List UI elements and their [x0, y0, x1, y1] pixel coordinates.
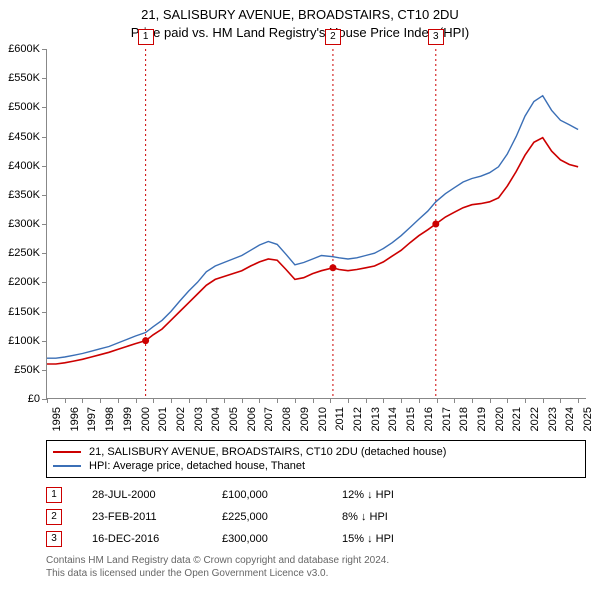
sale-price: £100,000: [222, 489, 342, 501]
x-tick-label: 2020: [494, 407, 506, 431]
sale-date: 28-JUL-2000: [92, 489, 222, 501]
y-tick-label: £100K: [0, 335, 40, 347]
sales-row: 3 16-DEC-2016£300,00015% ↓ HPI: [46, 528, 586, 550]
sales-row: 1 28-JUL-2000£100,00012% ↓ HPI: [46, 484, 586, 506]
x-tick-label: 2016: [423, 407, 435, 431]
sales-table: 1 28-JUL-2000£100,00012% ↓ HPI 2 23-FEB-201…: [46, 484, 586, 550]
x-tick-label: 2010: [317, 407, 329, 431]
x-tick-label: 2014: [387, 407, 399, 431]
x-tick-label: 2025: [582, 407, 594, 431]
legend-label-address: 21, SALISBURY AVENUE, BROADSTAIRS, CT10 …: [89, 446, 446, 458]
sale-diff: 15% ↓ HPI: [342, 533, 462, 545]
x-tick-label: 2009: [299, 407, 311, 431]
marker-box: 3: [428, 29, 444, 45]
y-tick-label: £600K: [0, 43, 40, 55]
x-tick-label: 1999: [122, 407, 134, 431]
x-tick-label: 1995: [51, 407, 63, 431]
legend-row-hpi: HPI: Average price, detached house, Than…: [53, 459, 579, 473]
x-tick-label: 2018: [458, 407, 470, 431]
legend-swatch-address: [53, 451, 81, 453]
x-tick-label: 1998: [104, 407, 116, 431]
x-tick-label: 2002: [175, 407, 187, 431]
marker-box: 2: [325, 29, 341, 45]
y-tick-label: £350K: [0, 189, 40, 201]
footer-line2: This data is licensed under the Open Gov…: [46, 567, 586, 580]
y-tick-label: £300K: [0, 218, 40, 230]
x-tick-label: 2006: [246, 407, 258, 431]
x-tick-label: 2007: [263, 407, 275, 431]
sale-diff: 12% ↓ HPI: [342, 489, 462, 501]
sale-date: 16-DEC-2016: [92, 533, 222, 545]
y-tick-label: £400K: [0, 160, 40, 172]
title-line2: Price paid vs. HM Land Registry's House …: [0, 24, 600, 42]
sale-num-box: 2: [46, 509, 62, 525]
x-tick-label: 2000: [140, 407, 152, 431]
x-tick-label: 2019: [476, 407, 488, 431]
y-tick-label: £200K: [0, 276, 40, 288]
x-tick-label: 2003: [193, 407, 205, 431]
y-tick-label: £150K: [0, 306, 40, 318]
footer-line1: Contains HM Land Registry data © Crown c…: [46, 554, 586, 567]
x-tick-label: 2015: [405, 407, 417, 431]
x-tick-label: 2021: [511, 407, 523, 431]
hpi_series: [47, 96, 578, 359]
x-tick-label: 2001: [157, 407, 169, 431]
sales-row: 2 23-FEB-2011£225,0008% ↓ HPI: [46, 506, 586, 528]
y-tick-label: £500K: [0, 101, 40, 113]
x-tick-label: 2004: [210, 407, 222, 431]
y-tick-label: £50K: [0, 364, 40, 376]
y-tick-label: £0: [0, 393, 40, 405]
sale-num-box: 3: [46, 531, 62, 547]
address_series: [47, 138, 578, 364]
x-tick-label: 2013: [370, 407, 382, 431]
x-tick-label: 2017: [441, 407, 453, 431]
x-tick-label: 2023: [547, 407, 559, 431]
legend-swatch-hpi: [53, 465, 81, 467]
y-tick-label: £250K: [0, 247, 40, 259]
sale-num-box: 1: [46, 487, 62, 503]
y-tick-label: £450K: [0, 131, 40, 143]
plot-area: £0£50K£100K£150K£200K£250K£300K£350K£400…: [46, 49, 586, 399]
x-tick-label: 2024: [564, 407, 576, 431]
x-tick-label: 2008: [281, 407, 293, 431]
sale-price: £225,000: [222, 511, 342, 523]
chart-title: 21, SALISBURY AVENUE, BROADSTAIRS, CT10 …: [0, 0, 600, 41]
chart-area: £0£50K£100K£150K£200K£250K£300K£350K£400…: [46, 49, 586, 399]
legend: 21, SALISBURY AVENUE, BROADSTAIRS, CT10 …: [46, 440, 586, 478]
chart-container: 21, SALISBURY AVENUE, BROADSTAIRS, CT10 …: [0, 0, 600, 590]
sale-date: 23-FEB-2011: [92, 511, 222, 523]
sale-price: £300,000: [222, 533, 342, 545]
sale-diff: 8% ↓ HPI: [342, 511, 462, 523]
title-line1: 21, SALISBURY AVENUE, BROADSTAIRS, CT10 …: [0, 6, 600, 24]
x-tick-label: 2012: [352, 407, 364, 431]
x-tick-label: 2005: [228, 407, 240, 431]
marker-box: 1: [138, 29, 154, 45]
chart-svg: [47, 49, 587, 399]
footer: Contains HM Land Registry data © Crown c…: [46, 554, 586, 580]
x-tick-label: 2022: [529, 407, 541, 431]
x-tick-label: 1996: [69, 407, 81, 431]
y-tick-label: £550K: [0, 72, 40, 84]
x-tick-label: 1997: [86, 407, 98, 431]
x-tick-label: 2011: [334, 407, 346, 431]
legend-row-address: 21, SALISBURY AVENUE, BROADSTAIRS, CT10 …: [53, 445, 579, 459]
legend-label-hpi: HPI: Average price, detached house, Than…: [89, 460, 305, 472]
